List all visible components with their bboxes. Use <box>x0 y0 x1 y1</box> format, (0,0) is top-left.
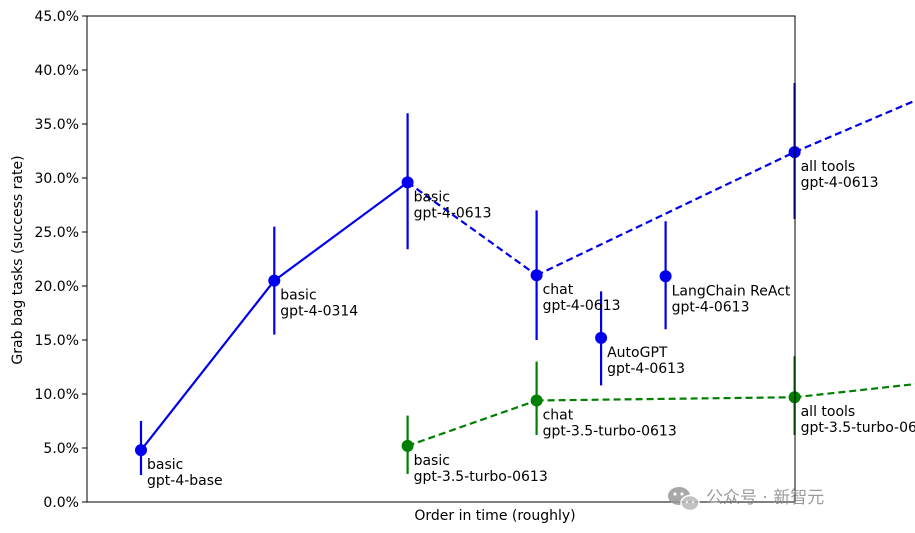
series-line-segment <box>536 396 795 402</box>
y-tick-label: 5.0% <box>43 441 79 457</box>
y-tick-label: 40.0% <box>35 63 79 79</box>
point-label-line1: LangChain ReAct <box>672 283 791 299</box>
point-label-line1: basic <box>147 457 183 473</box>
error-bars <box>139 82 796 475</box>
point-label-line2: gpt-4-0613 <box>414 205 492 221</box>
x-axis-label: Order in time (roughly) <box>414 508 575 524</box>
y-tick-label: 0.0% <box>43 495 79 511</box>
point-label-line2: gpt-3.5-turbo-0613 <box>801 420 915 436</box>
point-label-line1: basic <box>280 288 316 304</box>
watermark-text: 公众号 · 新智元 <box>706 488 824 508</box>
y-tick-label: 20.0% <box>35 279 79 295</box>
y-tick-label: 15.0% <box>35 333 79 349</box>
series-line-segment <box>273 181 409 282</box>
point-label-line1: basic <box>414 453 450 469</box>
data-points <box>135 146 801 457</box>
y-tick-label: 25.0% <box>35 225 79 241</box>
y-tick-label: 10.0% <box>35 387 79 403</box>
data-point <box>268 274 281 287</box>
point-label-line2: gpt-4-0613 <box>607 361 685 377</box>
point-label-line1: all tools <box>801 404 856 420</box>
y-tick-label: 35.0% <box>35 117 79 133</box>
data-point <box>530 394 543 407</box>
point-label-line1: basic <box>414 189 450 205</box>
connection-lines <box>140 99 915 451</box>
series-line-segment <box>140 279 276 451</box>
data-point <box>659 270 672 283</box>
point-label-line2: gpt-4-0314 <box>280 304 358 320</box>
series-line-segment <box>794 383 915 399</box>
point-annotations: basicgpt-4-basebasicgpt-4-0314basicgpt-4… <box>147 159 915 489</box>
data-point <box>530 269 543 282</box>
data-point <box>135 444 147 457</box>
series-line-segment <box>407 399 537 447</box>
point-label-line1: all tools <box>801 159 856 175</box>
point-label-line1: chat <box>543 407 574 423</box>
point-label-line2: gpt-4-0613 <box>543 298 621 314</box>
watermark: 公众号 · 新智元 <box>668 487 824 512</box>
series-line-segment <box>794 99 915 154</box>
point-label-line2: gpt-4-0613 <box>801 175 879 191</box>
y-axis-label: Grab bag tasks (success rate) <box>10 155 26 364</box>
data-point <box>595 331 608 344</box>
data-point <box>401 439 414 452</box>
data-point <box>401 176 414 189</box>
y-tick-label: 45.0% <box>35 9 79 25</box>
axes: 0.0% 5.0% 10.0% 15.0% 20.0% 25.0% 30.0% 35.0% 40… <box>35 9 796 511</box>
wechat-icon <box>668 487 700 512</box>
y-tick-label: 30.0% <box>35 171 79 187</box>
point-label-line1: chat <box>543 282 574 298</box>
point-label-line2: gpt-3.5-turbo-0613 <box>414 469 548 485</box>
plot-frame <box>86 15 796 503</box>
point-label-line2: gpt-4-base <box>147 473 223 489</box>
series-line-segment <box>406 181 538 277</box>
series-line-segment <box>536 151 796 277</box>
point-label-line2: gpt-4-0613 <box>672 299 750 315</box>
point-label-line2: gpt-3.5-turbo-0613 <box>543 423 677 439</box>
point-label-line1: AutoGPT <box>607 345 668 361</box>
